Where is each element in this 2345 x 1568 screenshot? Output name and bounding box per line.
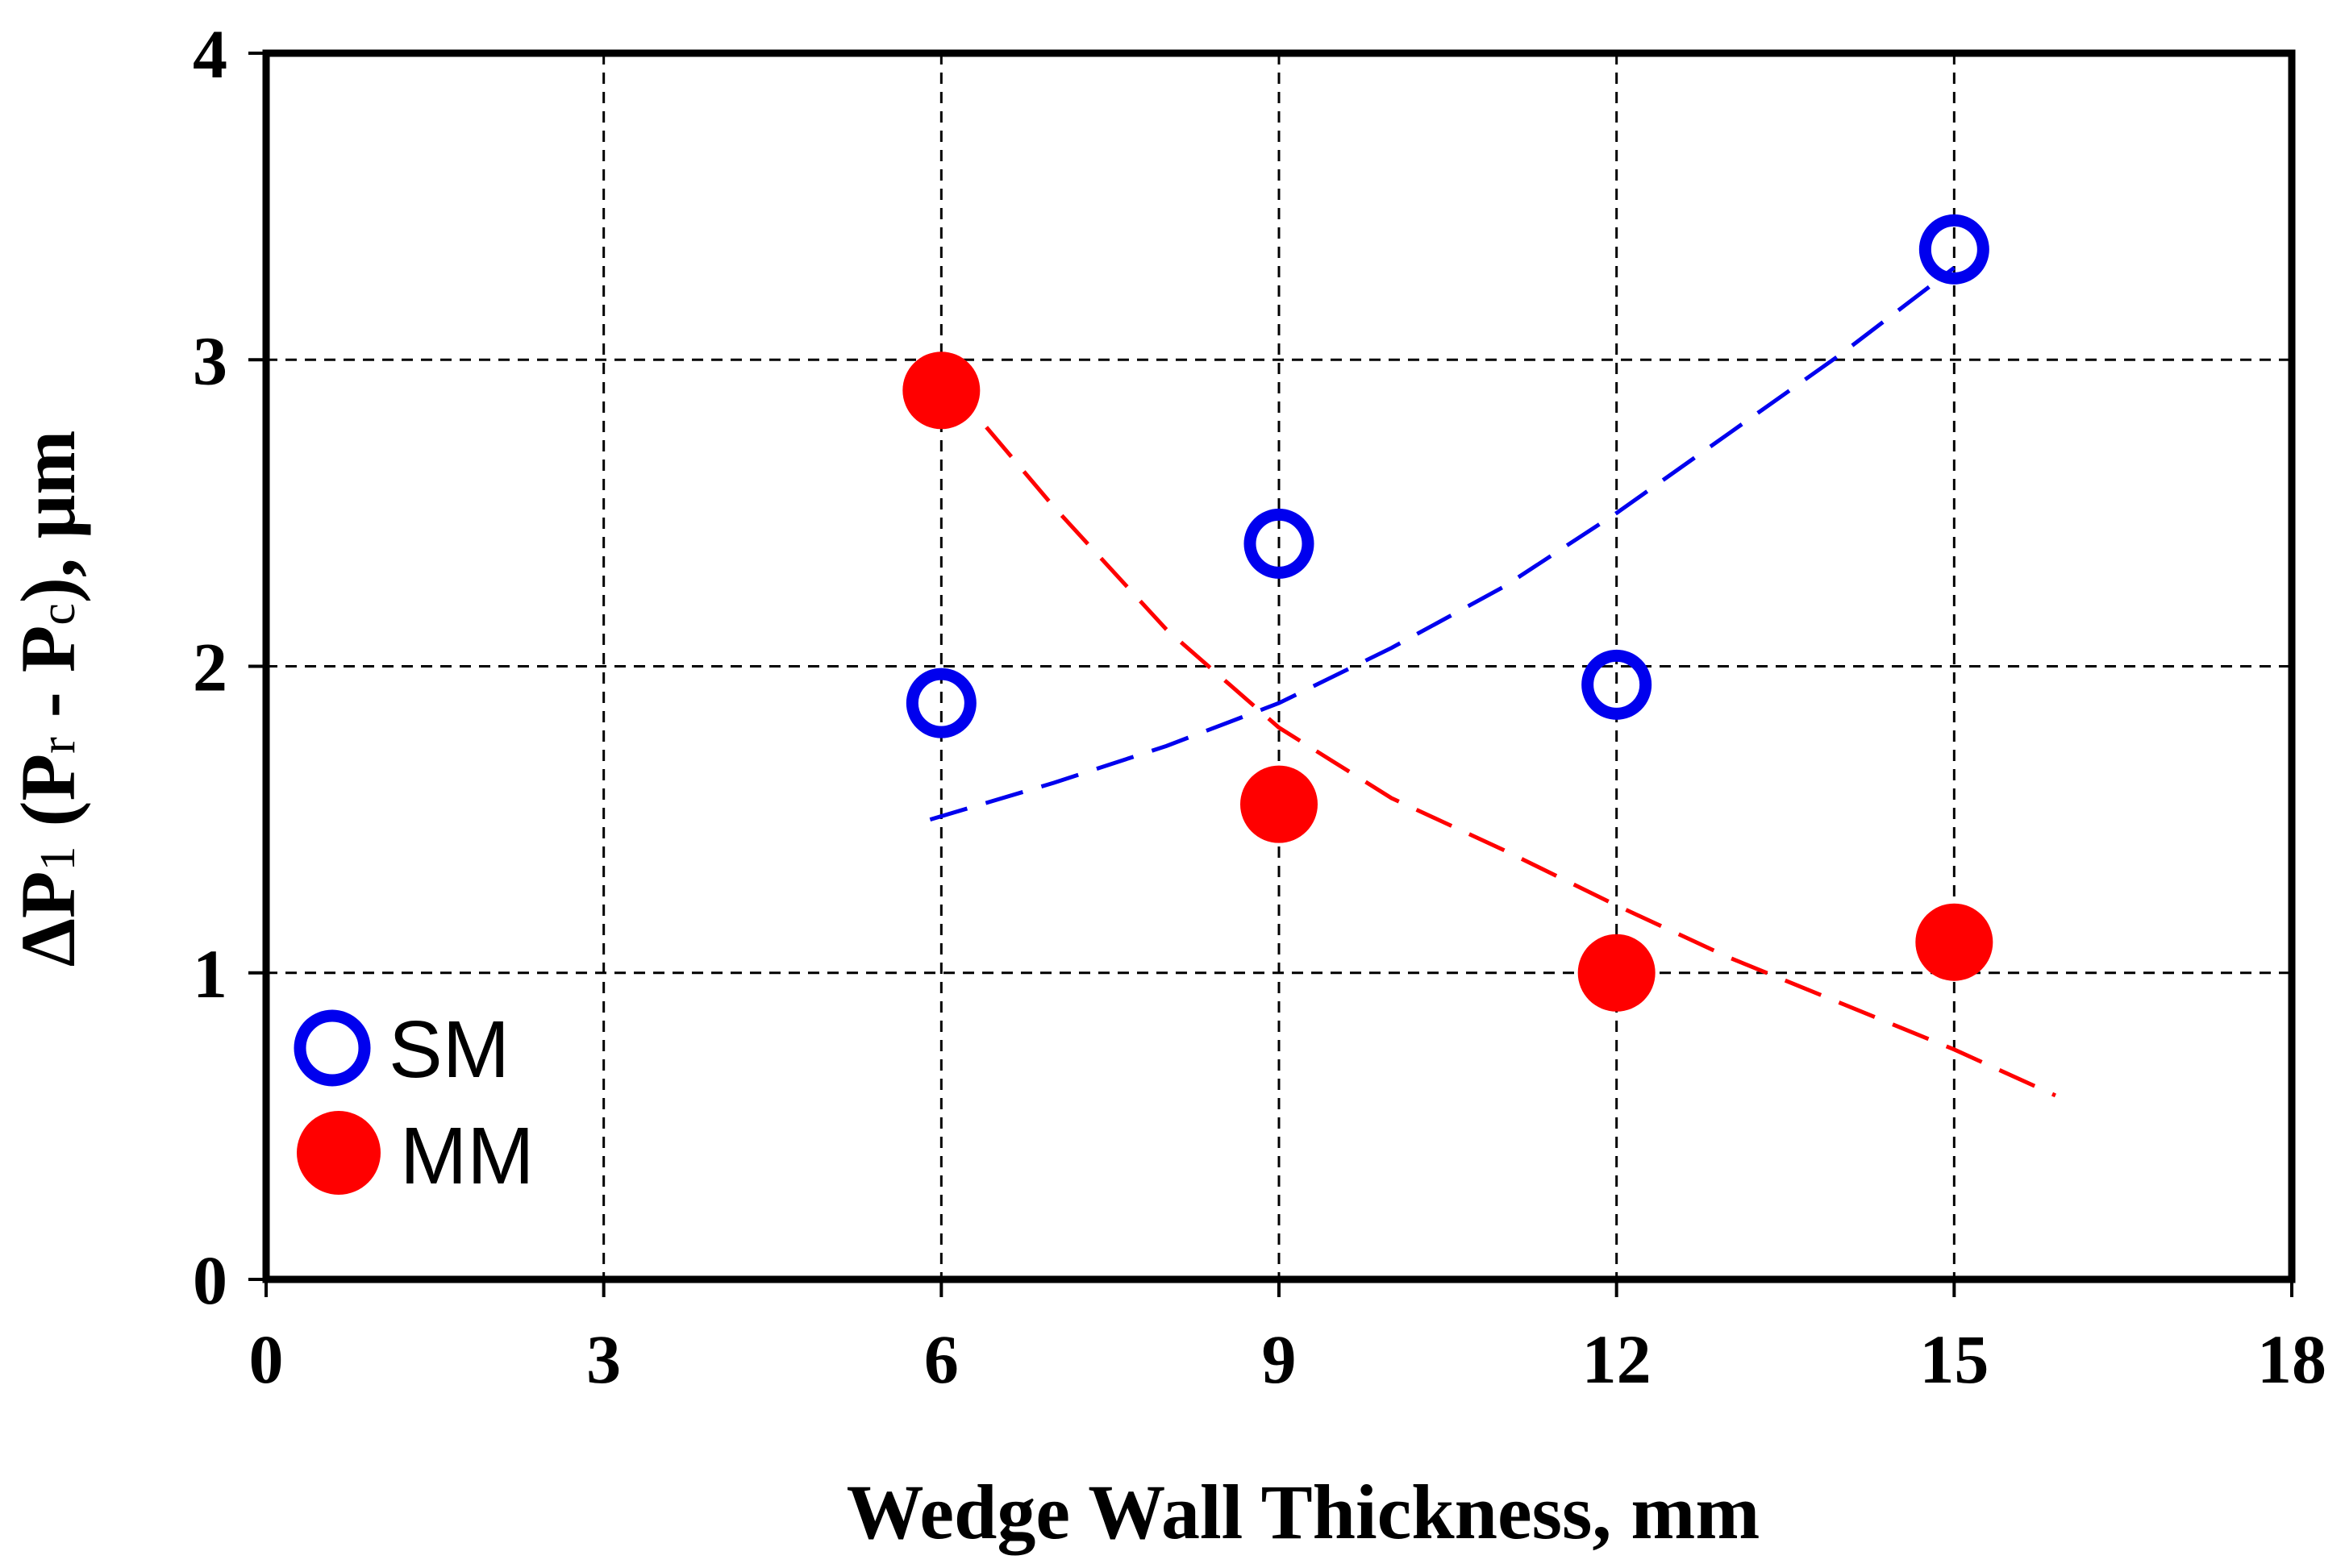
- legend-label-mm: MM: [400, 1111, 535, 1201]
- legend-item-mm: MM: [297, 1111, 535, 1201]
- x-tick-label: 0: [249, 1321, 284, 1398]
- trendlines: [929, 266, 2056, 1098]
- y-tick-label: 2: [193, 629, 227, 706]
- y-tick-label: 4: [193, 15, 227, 93]
- x-tick-label: 9: [1262, 1321, 1297, 1398]
- y-axis-title-mid1: (P: [5, 754, 91, 846]
- data-point-sm: [906, 668, 977, 738]
- y-tick-label: 3: [193, 322, 227, 399]
- data-point-sm: [1581, 649, 1652, 720]
- x-tick-label: 12: [1582, 1321, 1651, 1398]
- y-axis-title-suffix: ), μm: [5, 430, 91, 603]
- data-point-mm: [1577, 934, 1656, 1012]
- data-point-sm: [1918, 214, 1989, 285]
- y-axis-title: ΔP1 (Pr - Pc), μm: [5, 430, 91, 967]
- trendline-sm: [929, 266, 1956, 822]
- y-axis-title-sub3: c: [31, 603, 85, 626]
- x-tick-label: 6: [924, 1321, 959, 1398]
- x-tick-label: 15: [1919, 1321, 1989, 1398]
- y-tick-label: 1: [193, 935, 227, 1013]
- data-point-mm: [1915, 903, 1993, 981]
- legend-marker-sm: [294, 1009, 371, 1087]
- data-point-sm: [1243, 508, 1314, 579]
- grid: [266, 53, 2292, 1279]
- data-points: [902, 214, 1993, 1012]
- y-axis-title-sub2: r: [31, 737, 85, 754]
- legend-label-sm: SM: [389, 1004, 510, 1095]
- trendline-mm: [985, 426, 2056, 1098]
- legend-marker-mm: [297, 1111, 381, 1195]
- legend: SM MM: [294, 1004, 535, 1201]
- legend-item-sm: SM: [294, 1004, 510, 1095]
- y-axis-title-sub1: 1: [31, 846, 85, 871]
- x-tick-label: 3: [586, 1321, 621, 1398]
- y-axis-title-mid2: - P: [5, 626, 91, 738]
- data-point-mm: [1240, 765, 1318, 843]
- data-point-mm: [902, 351, 981, 430]
- x-tick-label: 18: [2257, 1321, 2326, 1398]
- x-axis-title: Wedge Wall Thickness, mm: [847, 1469, 1760, 1555]
- y-axis-title-prefix: ΔP: [5, 871, 91, 967]
- y-tick-label: 0: [193, 1242, 227, 1319]
